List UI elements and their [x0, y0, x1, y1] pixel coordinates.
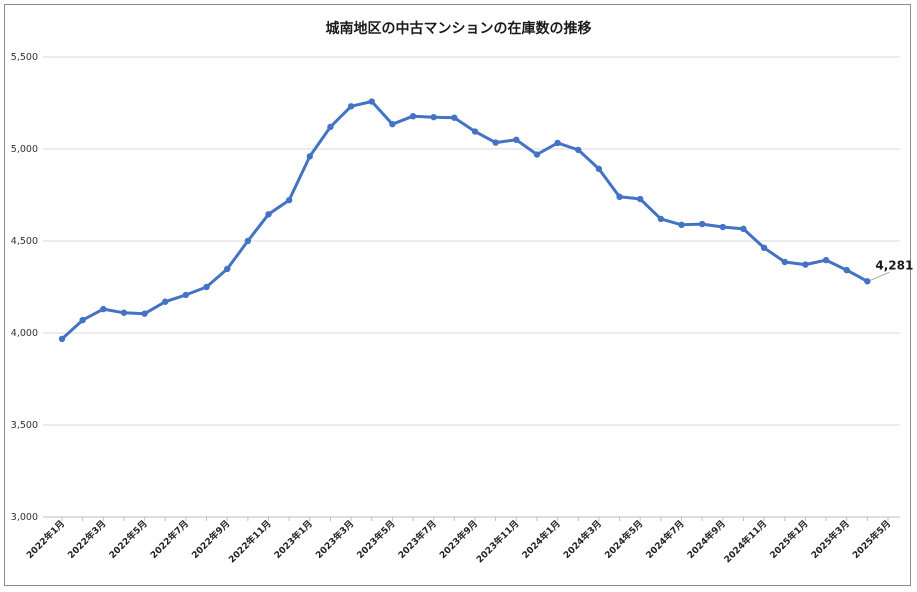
data-point: [120, 309, 128, 316]
x-tick-label: 2022年3月: [65, 518, 108, 561]
data-point: [533, 151, 541, 158]
data-point: [327, 123, 334, 131]
y-tick-label: 4,000: [11, 328, 38, 339]
data-point: [79, 316, 86, 324]
leader-line: [870, 271, 890, 281]
data-point: [306, 153, 313, 160]
data-point: [781, 258, 788, 266]
x-axis: [61, 517, 889, 521]
data-point: [864, 278, 871, 285]
x-tick-label: 2023年11月: [474, 518, 522, 566]
data-point: [492, 139, 499, 146]
data-point: [100, 305, 107, 313]
data-point: [554, 139, 561, 147]
x-tick-label: 2023年9月: [437, 518, 480, 561]
data-point: [409, 113, 417, 120]
data-point: [802, 261, 809, 268]
x-tick-label: 2022年1月: [24, 518, 67, 561]
data-point: [368, 98, 375, 105]
data-point: [678, 221, 685, 229]
series-line: [60, 100, 869, 341]
x-tick-label: 2025年1月: [767, 518, 810, 561]
data-point: [822, 256, 830, 264]
chart-title: 城南地区の中古マンションの在庫数の推移: [325, 21, 592, 37]
data-point: [616, 193, 623, 201]
data-point: [141, 310, 148, 317]
data-point: [347, 103, 355, 110]
x-tick-label: 2024年1月: [519, 518, 562, 561]
data-point: [657, 215, 665, 223]
data-point: [389, 120, 396, 128]
x-tick-label: 2023年7月: [395, 518, 438, 561]
x-tick-label: 2022年9月: [189, 518, 232, 561]
data-point: [740, 225, 747, 233]
x-tick-label: 2023年5月: [354, 518, 397, 561]
y-tick-label: 5,000: [11, 144, 38, 155]
y-tick-label: 5,500: [11, 52, 38, 63]
data-point: [760, 244, 768, 252]
data-point: [203, 283, 210, 291]
x-tick-label: 2024年9月: [685, 518, 728, 561]
data-point: [595, 165, 603, 173]
chart-frame: [4, 4, 911, 586]
y-axis-ticks: 3,000 3,500 4,000 4,500 5,000 5,500: [11, 52, 38, 523]
x-tick-label: 2022年7月: [148, 518, 191, 561]
y-tick-label: 4,500: [11, 236, 38, 247]
last-value-label: 4,281: [875, 258, 913, 272]
data-point: [451, 114, 458, 121]
x-tick-label: 2022年5月: [106, 518, 149, 561]
data-point: [224, 265, 231, 273]
data-point: [430, 113, 437, 121]
data-point: [265, 211, 272, 218]
data-point: [513, 136, 520, 143]
data-point: [575, 146, 582, 154]
data-point: [244, 237, 252, 245]
x-tick-label: 2025年3月: [808, 518, 851, 561]
data-point: [182, 291, 190, 299]
x-tick-label: 2022年11月: [226, 518, 274, 566]
y-tick-label: 3,500: [11, 420, 38, 431]
x-tick-label: 2024年11月: [721, 518, 769, 566]
data-point: [698, 220, 706, 228]
data-point: [843, 266, 850, 274]
x-tick-label: 2023年3月: [313, 518, 356, 561]
data-point: [471, 128, 479, 135]
data-point: [162, 298, 169, 305]
data-point: [58, 335, 66, 343]
data-point: [637, 195, 644, 203]
data-point: [719, 223, 726, 231]
data-points: [58, 98, 871, 343]
x-tick-label: 2025年5月: [850, 518, 893, 561]
x-tick-label: 2024年5月: [602, 518, 645, 561]
data-point: [285, 196, 293, 204]
x-tick-label: 2023年1月: [272, 518, 315, 561]
x-axis-ticks: 2022年1月 2022年3月 2022年5月 2022年7月 2022年9月2022年…: [24, 518, 893, 566]
x-tick-label: 2024年7月: [643, 518, 686, 561]
x-tick-label: 2024年3月: [561, 518, 604, 561]
gridlines: [43, 56, 900, 518]
last-value-annotation: 4,281: [870, 258, 913, 281]
y-tick-label: 3,000: [11, 512, 38, 523]
